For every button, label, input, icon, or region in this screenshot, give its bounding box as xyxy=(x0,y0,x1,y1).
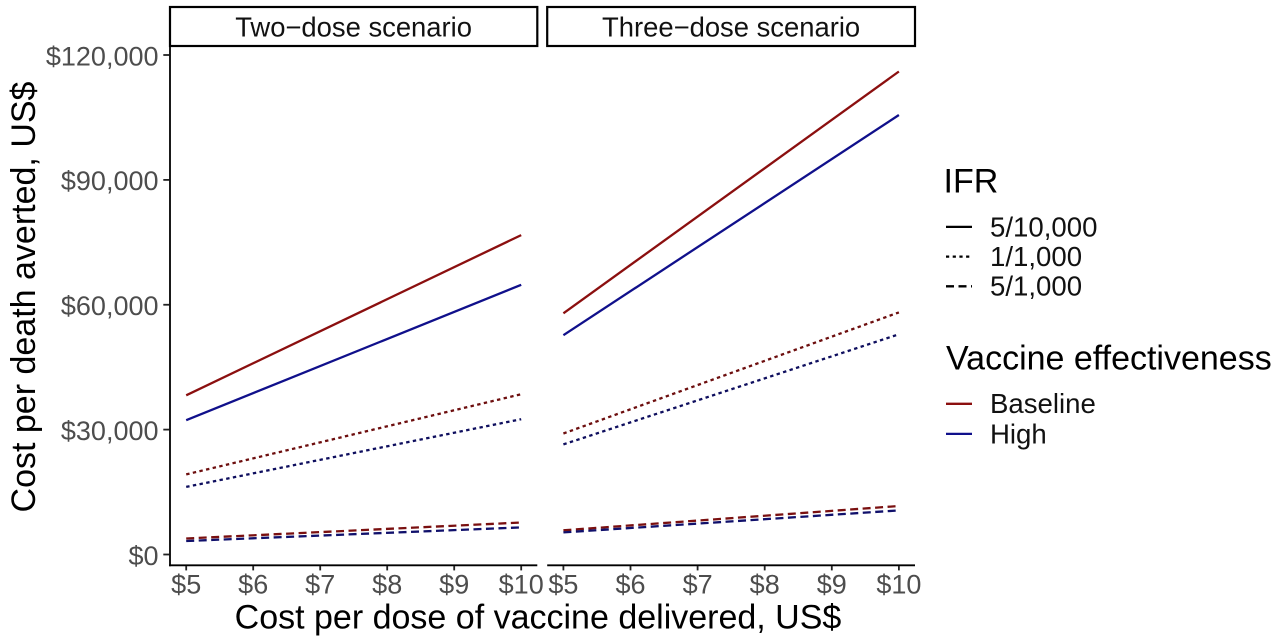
svg-text:High: High xyxy=(990,418,1047,449)
svg-text:5/10,000: 5/10,000 xyxy=(990,211,1097,242)
svg-text:Baseline: Baseline xyxy=(990,388,1096,419)
svg-text:$5: $5 xyxy=(171,569,201,599)
svg-text:$90,000: $90,000 xyxy=(61,166,159,196)
svg-text:$5: $5 xyxy=(548,569,578,599)
svg-text:$10: $10 xyxy=(499,569,544,599)
svg-text:$30,000: $30,000 xyxy=(61,416,159,446)
svg-text:$8: $8 xyxy=(750,569,780,599)
svg-text:$10: $10 xyxy=(876,569,921,599)
svg-text:$6: $6 xyxy=(238,569,268,599)
svg-text:Vaccine effectiveness: Vaccine effectiveness xyxy=(946,340,1272,378)
svg-text:$120,000: $120,000 xyxy=(46,41,159,71)
svg-text:5/1,000: 5/1,000 xyxy=(990,271,1082,302)
svg-text:$8: $8 xyxy=(372,569,402,599)
svg-text:$60,000: $60,000 xyxy=(61,291,159,321)
svg-text:$7: $7 xyxy=(305,569,335,599)
svg-text:$6: $6 xyxy=(615,569,645,599)
svg-text:$0: $0 xyxy=(128,541,158,571)
svg-text:1/1,000: 1/1,000 xyxy=(990,241,1082,272)
svg-text:Three−dose scenario: Three−dose scenario xyxy=(602,12,860,43)
svg-text:$9: $9 xyxy=(439,569,469,599)
svg-text:$7: $7 xyxy=(683,569,713,599)
svg-text:IFR: IFR xyxy=(944,163,999,201)
svg-text:Cost per death averted, US$: Cost per death averted, US$ xyxy=(5,81,43,512)
svg-text:Two−dose scenario: Two−dose scenario xyxy=(235,12,472,43)
svg-text:Cost per dose of vaccine deliv: Cost per dose of vaccine delivered, US$ xyxy=(235,599,842,637)
svg-text:$9: $9 xyxy=(817,569,847,599)
